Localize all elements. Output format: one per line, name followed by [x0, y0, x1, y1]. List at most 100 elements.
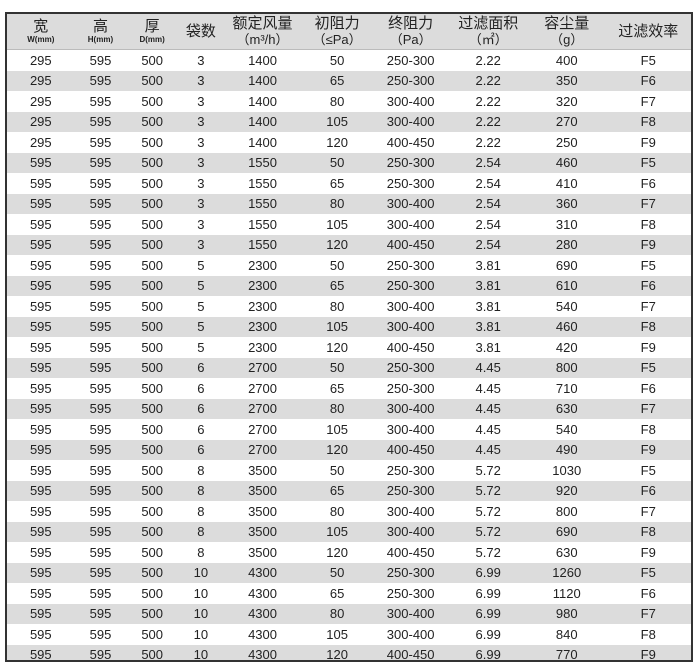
table-cell: 595: [89, 483, 112, 499]
table-cell: 3: [197, 216, 205, 232]
header-label: 容尘量: [544, 15, 590, 32]
table-row: 595 595 500 5 2300 50 250-300 3.81 690 F5: [7, 255, 691, 276]
table-cell: 4300: [248, 565, 277, 581]
table-cell: 250-300: [386, 175, 435, 191]
table-cell: 2300: [248, 278, 277, 294]
table-cell: 595: [29, 339, 52, 355]
header-cell: 厚 D(mm): [126, 17, 178, 45]
table-cell: 5: [197, 257, 205, 273]
table-cell: 3500: [248, 462, 277, 478]
header-unit: （㎡）: [468, 32, 508, 47]
header-cell: 过滤效率: [606, 23, 691, 40]
table-cell: F8: [640, 216, 656, 232]
table-cell: 500: [141, 647, 164, 662]
table-cell: 1550: [248, 175, 277, 191]
table-cell: 500: [141, 257, 164, 273]
table-cell: 120: [326, 237, 348, 253]
table-cell: F7: [640, 503, 656, 519]
table-cell: F9: [640, 237, 656, 253]
table-cell: F6: [640, 483, 656, 499]
table-cell: 250-300: [386, 585, 435, 601]
table-cell: 250-300: [386, 360, 435, 376]
table-cell: 280: [555, 237, 578, 253]
header-sublabel: H(mm): [87, 34, 114, 44]
table-cell: 80: [329, 606, 345, 622]
table-cell: 540: [555, 298, 578, 314]
header-label: 初阻力: [314, 15, 360, 32]
table-cell: 595: [89, 647, 112, 662]
table-cell: 460: [555, 319, 578, 335]
table-cell: 490: [555, 442, 578, 458]
table-cell: 595: [89, 462, 112, 478]
table-cell: 295: [29, 52, 52, 68]
table-cell: 3: [197, 175, 205, 191]
table-cell: 500: [141, 278, 164, 294]
table-cell: 500: [141, 544, 164, 560]
table-cell: 3.81: [475, 319, 501, 335]
table-cell: 2.22: [475, 114, 501, 130]
table-cell: 3: [197, 155, 205, 171]
table-cell: 1120: [552, 585, 581, 601]
table-cell: 5.72: [475, 483, 501, 499]
table-cell: 595: [89, 278, 112, 294]
table-cell: 250-300: [386, 73, 435, 89]
table-cell: 500: [141, 606, 164, 622]
table-cell: 2300: [248, 257, 277, 273]
table-cell: 500: [141, 52, 164, 68]
table-cell: 500: [141, 134, 164, 150]
table-cell: 65: [329, 380, 345, 396]
table-cell: 250-300: [386, 52, 435, 68]
table-cell: 1400: [248, 73, 277, 89]
table-cell: 4300: [248, 606, 277, 622]
table-cell: 3: [197, 196, 205, 212]
table-cell: 105: [326, 626, 348, 642]
table-cell: 400-450: [386, 647, 435, 662]
table-cell: 3500: [248, 544, 277, 560]
table-header: 宽 W(mm) 高 H(mm) 厚 D(mm) 袋数 额定风量 （m³/h） 初阻力 （≤Pa） 终阻…: [7, 14, 691, 50]
table-cell: 80: [329, 298, 345, 314]
table-cell: 500: [141, 401, 164, 417]
table-cell: 595: [29, 380, 52, 396]
table-cell: 5.72: [475, 503, 501, 519]
table-cell: 6: [197, 442, 205, 458]
table-row: 595 595 500 8 3500 105 300-400 5.72 690 F8: [7, 521, 691, 542]
table-cell: F7: [640, 401, 656, 417]
table-cell: F7: [640, 298, 656, 314]
table-cell: 500: [141, 503, 164, 519]
table-cell: 595: [29, 278, 52, 294]
table-cell: 80: [329, 196, 345, 212]
table-cell: 5.72: [475, 524, 501, 540]
table-cell: 595: [29, 401, 52, 417]
header-cell: 终阻力 （Pa）: [373, 16, 449, 48]
table-cell: 8: [197, 524, 205, 540]
table-cell: 6: [197, 380, 205, 396]
header-label: 厚: [144, 17, 160, 35]
table-cell: 595: [89, 626, 112, 642]
table-cell: 2.22: [475, 134, 501, 150]
table-cell: 300-400: [386, 114, 435, 130]
table-cell: 80: [329, 93, 345, 109]
table-cell: 120: [326, 544, 348, 560]
table-row: 295 595 500 3 1400 50 250-300 2.22 400 F5: [7, 50, 691, 71]
table-cell: 5.72: [475, 462, 501, 478]
table-cell: F6: [640, 380, 656, 396]
table-cell: F8: [640, 114, 656, 130]
table-cell: F9: [640, 442, 656, 458]
table-cell: 595: [89, 237, 112, 253]
table-cell: F7: [640, 606, 656, 622]
table-cell: 595: [29, 421, 52, 437]
table-cell: 500: [141, 237, 164, 253]
table-cell: F5: [640, 52, 656, 68]
table-cell: 2.54: [475, 196, 501, 212]
table-cell: 595: [29, 647, 52, 662]
table-cell: 5: [197, 339, 205, 355]
table-cell: 500: [141, 93, 164, 109]
table-cell: 500: [141, 380, 164, 396]
table-cell: 300-400: [386, 216, 435, 232]
table-cell: 3.81: [475, 298, 501, 314]
table-cell: 595: [89, 360, 112, 376]
table-cell: 310: [555, 216, 578, 232]
table-cell: F9: [640, 544, 656, 560]
table-row: 295 595 500 3 1400 65 250-300 2.22 350 F6: [7, 70, 691, 91]
table-cell: 3.81: [475, 339, 501, 355]
